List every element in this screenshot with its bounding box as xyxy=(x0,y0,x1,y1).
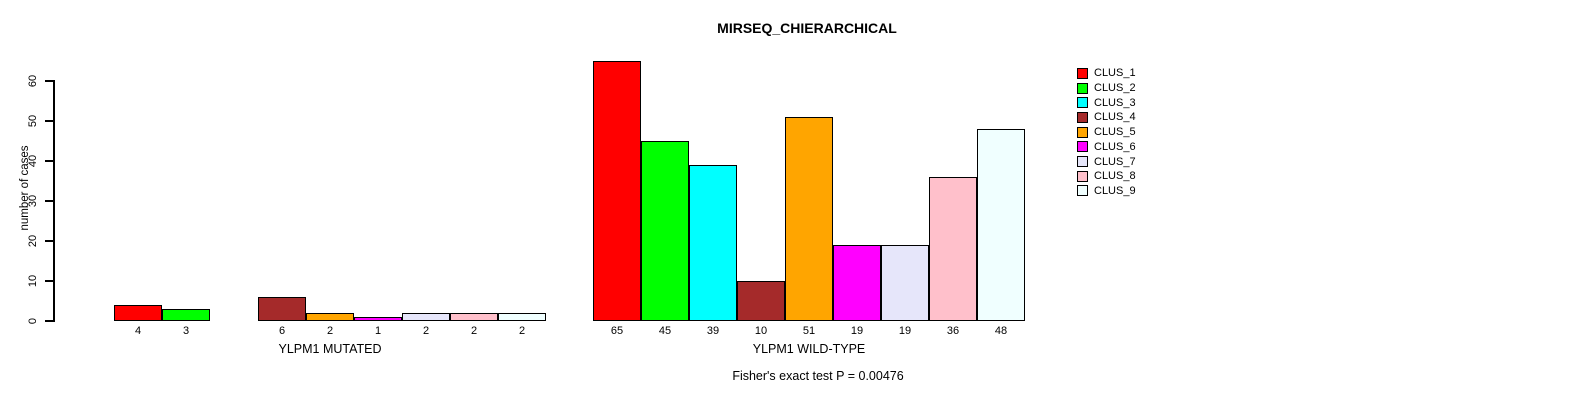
legend-item: CLUS_3 xyxy=(1077,95,1136,110)
bar-ylpm1-mutated-clus-1 xyxy=(114,305,162,321)
bar-value-label: 2 xyxy=(518,325,526,337)
chart-title: MIRSEQ_CHIERARCHICAL xyxy=(717,20,897,36)
bar-value-label: 36 xyxy=(946,325,960,337)
bar-ylpm1-mutated-clus-9 xyxy=(498,313,546,321)
y-tick-label: 40 xyxy=(27,154,39,168)
bar-ylpm1-wild-type-clus-2 xyxy=(641,141,689,321)
legend-swatch xyxy=(1077,170,1088,182)
y-tick-mark xyxy=(45,320,53,322)
y-tick-mark xyxy=(45,240,53,242)
legend-label: CLUS_8 xyxy=(1094,170,1136,183)
y-axis-line xyxy=(53,80,55,322)
legend-label: CLUS_3 xyxy=(1094,96,1136,109)
legend-label: CLUS_2 xyxy=(1094,82,1136,95)
bar-ylpm1-mutated-clus-8 xyxy=(450,313,498,321)
bar-value-label: 2 xyxy=(470,325,478,337)
y-tick-mark xyxy=(45,120,53,122)
legend-label: CLUS_4 xyxy=(1094,111,1136,124)
legend-item: CLUS_9 xyxy=(1077,184,1136,199)
y-tick-label: 50 xyxy=(27,114,39,128)
group-label-mutated: YLPM1 MUTATED xyxy=(278,342,382,356)
bar-ylpm1-wild-type-clus-6 xyxy=(833,245,881,321)
bar-value-label: 10 xyxy=(754,325,768,337)
legend-item: CLUS_1 xyxy=(1077,66,1136,81)
legend-swatch xyxy=(1077,67,1088,79)
bar-ylpm1-wild-type-clus-8 xyxy=(929,177,977,321)
bar-ylpm1-wild-type-clus-5 xyxy=(785,117,833,321)
bar-value-label: 19 xyxy=(850,325,864,337)
bar-ylpm1-mutated-clus-2 xyxy=(162,309,210,321)
y-tick-label: 10 xyxy=(27,274,39,288)
y-tick-mark xyxy=(45,200,53,202)
bar-value-label: 2 xyxy=(422,325,430,337)
group-label-wildtype: YLPM1 WILD-TYPE xyxy=(752,342,866,356)
legend-swatch xyxy=(1077,111,1088,123)
legend-swatch xyxy=(1077,156,1088,168)
y-tick-mark xyxy=(45,280,53,282)
bar-value-label: 51 xyxy=(802,325,816,337)
legend-label: CLUS_6 xyxy=(1094,140,1136,153)
bar-ylpm1-mutated-clus-7 xyxy=(402,313,450,321)
legend-item: CLUS_5 xyxy=(1077,125,1136,140)
bar-ylpm1-wild-type-clus-3 xyxy=(689,165,737,321)
legend-swatch xyxy=(1077,126,1088,138)
bar-ylpm1-mutated-clus-4 xyxy=(258,297,306,321)
legend-label: CLUS_5 xyxy=(1094,126,1136,139)
bar-ylpm1-mutated-clus-6 xyxy=(354,317,402,321)
bar-value-label: 19 xyxy=(898,325,912,337)
y-tick-mark xyxy=(45,80,53,82)
legend-item: CLUS_8 xyxy=(1077,169,1136,184)
legend-label: CLUS_7 xyxy=(1094,155,1136,168)
legend-item: CLUS_7 xyxy=(1077,154,1136,169)
bar-value-label: 1 xyxy=(374,325,382,337)
bar-value-label: 3 xyxy=(182,325,190,337)
legend-item: CLUS_6 xyxy=(1077,140,1136,155)
bar-value-label: 45 xyxy=(658,325,672,337)
y-tick-label: 30 xyxy=(27,194,39,208)
bar-value-label: 2 xyxy=(326,325,334,337)
bar-value-label: 65 xyxy=(610,325,624,337)
y-tick-mark xyxy=(45,160,53,162)
legend-item: CLUS_4 xyxy=(1077,110,1136,125)
bar-value-label: 39 xyxy=(706,325,720,337)
y-tick-label: 60 xyxy=(27,74,39,88)
legend-swatch xyxy=(1077,97,1088,109)
legend-label: CLUS_9 xyxy=(1094,184,1136,197)
bar-value-label: 4 xyxy=(134,325,142,337)
legend-swatch xyxy=(1077,82,1088,94)
bar-ylpm1-wild-type-clus-7 xyxy=(881,245,929,321)
y-tick-label: 0 xyxy=(27,317,39,325)
bar-ylpm1-wild-type-clus-1 xyxy=(593,61,641,321)
bar-value-label: 6 xyxy=(278,325,286,337)
legend-swatch xyxy=(1077,185,1088,197)
bar-value-label: 48 xyxy=(994,325,1008,337)
bar-ylpm1-mutated-clus-5 xyxy=(306,313,354,321)
bar-ylpm1-wild-type-clus-4 xyxy=(737,281,785,321)
legend-item: CLUS_2 xyxy=(1077,81,1136,96)
legend-label: CLUS_1 xyxy=(1094,67,1136,80)
legend-swatch xyxy=(1077,141,1088,153)
y-tick-label: 20 xyxy=(27,234,39,248)
bar-ylpm1-wild-type-clus-9 xyxy=(977,129,1025,321)
fisher-test-annotation: Fisher's exact test P = 0.00476 xyxy=(732,369,904,383)
